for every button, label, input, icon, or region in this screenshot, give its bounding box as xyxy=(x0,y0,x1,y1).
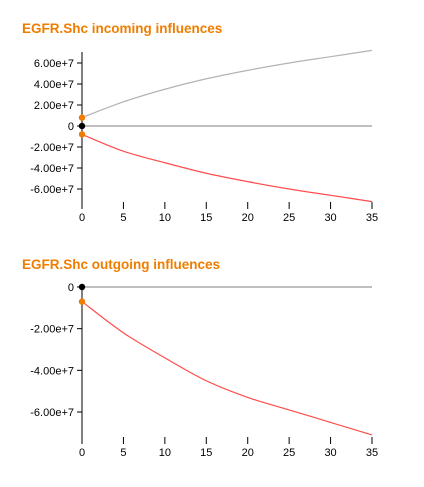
outgoing-x-tick-label: 0 xyxy=(79,447,85,459)
outgoing-x-tick-label: 30 xyxy=(324,447,336,459)
incoming-x-tick-label: 5 xyxy=(120,212,126,224)
incoming-y-tick-label: 2.00e+7 xyxy=(34,100,74,112)
incoming-point-marker xyxy=(78,114,86,121)
incoming-y-tick-label: 0 xyxy=(68,121,74,133)
incoming-x-tick-label: 15 xyxy=(200,212,212,224)
outgoing-x-tick-label: 5 xyxy=(120,447,126,459)
incoming-y-tick-label: 6.00e+7 xyxy=(34,58,74,70)
outgoing-y-tick-label: 0 xyxy=(68,282,74,294)
incoming-y-tick-label: -6.00e+7 xyxy=(30,184,74,196)
incoming-point-marker xyxy=(78,131,86,138)
outgoing-x-tick-label: 10 xyxy=(159,447,171,459)
outgoing-x-tick-label: 15 xyxy=(200,447,212,459)
outgoing-series-line-1 xyxy=(81,301,373,436)
incoming-y-tick-label: -2.00e+7 xyxy=(30,142,74,154)
outgoing-y-tick-label: -2.00e+7 xyxy=(30,324,74,336)
outgoing-point-marker xyxy=(78,298,86,305)
incoming-x-tick-label: 35 xyxy=(366,212,378,224)
incoming-series-line-0 xyxy=(81,49,373,119)
incoming-series-line-2 xyxy=(81,133,373,203)
incoming-influences-chart: 6.00e+7 4.00e+7 2.00e+7 0 -2.00e+7 -4.00e+7 -6… xyxy=(30,49,378,224)
incoming-x-tick-label: 0 xyxy=(79,212,85,224)
incoming-point-marker xyxy=(78,122,86,130)
incoming-x-tick-label: 20 xyxy=(242,212,254,224)
outgoing-chart-title: EGFR.Shc outgoing influences xyxy=(22,257,221,272)
outgoing-point-marker xyxy=(78,283,86,291)
incoming-chart-title: EGFR.Shc incoming influences xyxy=(22,21,223,36)
outgoing-y-tick-label: -6.00e+7 xyxy=(30,407,74,419)
incoming-y-tick-label: 4.00e+7 xyxy=(34,79,74,91)
outgoing-x-tick-label: 35 xyxy=(366,447,378,459)
outgoing-x-tick-label: 25 xyxy=(283,447,295,459)
incoming-x-tick-label: 25 xyxy=(283,212,295,224)
incoming-y-tick-label: -4.00e+7 xyxy=(30,163,74,175)
incoming-x-tick-label: 30 xyxy=(324,212,336,224)
outgoing-y-tick-label: -4.00e+7 xyxy=(30,365,74,377)
outgoing-x-tick-label: 20 xyxy=(242,447,254,459)
incoming-x-tick-label: 10 xyxy=(159,212,171,224)
